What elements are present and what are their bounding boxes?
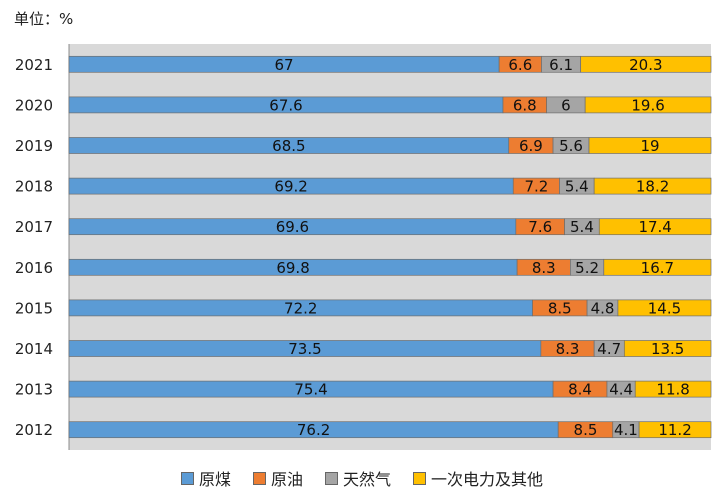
y-tick-label-2021: 2021 (15, 56, 53, 74)
data-label-2012-series-0: 76.2 (297, 421, 330, 439)
data-label-2017-series-1: 7.6 (528, 218, 552, 236)
y-tick-label-2019: 2019 (15, 137, 53, 155)
data-label-2018-series-0: 69.2 (274, 178, 307, 196)
data-label-2019-series-3: 19 (640, 137, 659, 155)
data-label-2019-series-2: 5.6 (559, 137, 583, 155)
data-label-2019-series-0: 68.5 (272, 137, 305, 155)
data-label-2020-series-2: 6 (561, 96, 571, 114)
data-label-2015-series-3: 14.5 (648, 299, 681, 317)
data-label-2017-series-3: 17.4 (638, 218, 671, 236)
bar-2012-series-3 (638, 421, 712, 439)
data-label-2013-series-3: 11.8 (656, 381, 689, 399)
data-label-2014-series-2: 4.7 (597, 340, 621, 358)
data-label-2017-series-2: 5.4 (570, 218, 594, 236)
bar-2021-series-3 (580, 55, 712, 73)
data-label-2012-series-3: 11.2 (658, 421, 691, 439)
data-label-2015-series-0: 72.2 (284, 299, 317, 317)
unit-label: 单位：% (14, 10, 74, 28)
data-label-2014-series-3: 13.5 (651, 340, 684, 358)
data-label-2021-series-0: 67 (275, 56, 294, 74)
legend-item-1: 原油 (252, 466, 303, 490)
data-label-2016-series-1: 8.3 (532, 259, 556, 277)
data-label-2017-series-0: 69.6 (276, 218, 309, 236)
legend-label-0: 原煤 (198, 470, 231, 489)
data-label-2018-series-2: 5.4 (565, 178, 589, 196)
bars-group: 67 6.6 6.1 20.3 67.6 6.8 6 19.6 68.5 6.9 5.6 19 69.2… (68, 55, 712, 439)
y-tick-label-2017: 2017 (15, 218, 53, 236)
data-label-2014-series-0: 73.5 (288, 340, 321, 358)
y-tick-label-2016: 2016 (15, 259, 53, 277)
bar-2015-series-3 (617, 299, 712, 317)
data-label-2020-series-0: 67.6 (269, 96, 302, 114)
data-label-2021-series-2: 6.1 (549, 56, 573, 74)
legend-swatch-0 (180, 471, 194, 485)
y-tick-label-2012: 2012 (15, 421, 53, 439)
bar-2017-series-3 (598, 218, 712, 236)
legend-swatch-1 (252, 471, 266, 485)
data-label-2020-series-3: 19.6 (631, 96, 664, 114)
y-tick-label-2018: 2018 (15, 178, 53, 196)
y-tick-label-2013: 2013 (15, 381, 53, 399)
bar-2014-series-3 (623, 340, 712, 357)
bar-2020-series-3 (584, 96, 712, 114)
y-tick-label-2014: 2014 (15, 340, 53, 358)
legend-item-0: 原煤 (180, 466, 231, 490)
legend: 原煤 原油 天然气 一次电力及其他 (0, 466, 724, 490)
y-tick-label-2020: 2020 (15, 96, 53, 114)
data-label-2016-series-3: 16.7 (641, 259, 674, 277)
data-label-2014-series-1: 8.3 (556, 340, 580, 358)
legend-label-1: 原油 (270, 470, 303, 489)
data-label-2019-series-1: 6.9 (519, 137, 543, 155)
data-label-2020-series-1: 6.8 (513, 96, 537, 114)
legend-swatch-2 (325, 471, 338, 485)
y-tick-labels: 2021 2020 2019 2018 2017 2016 2015 2014 2013 2012 (15, 56, 53, 439)
bar-2013-series-3 (634, 380, 712, 398)
data-label-2018-series-1: 7.2 (524, 178, 548, 196)
bar-2018-series-3 (593, 177, 712, 195)
legend-swatch-3 (413, 471, 427, 485)
data-label-2013-series-1: 8.4 (568, 381, 592, 399)
y-tick-label-2015: 2015 (15, 299, 53, 317)
legend-label-2: 天然气 (343, 470, 392, 489)
data-label-2018-series-3: 18.2 (636, 178, 669, 196)
legend-item-3: 一次电力及其他 (413, 466, 543, 490)
data-label-2012-series-2: 4.1 (614, 421, 638, 439)
data-label-2013-series-0: 75.4 (294, 381, 327, 399)
data-label-2012-series-1: 8.5 (574, 421, 598, 439)
bar-2019-series-3 (588, 137, 712, 154)
data-label-2016-series-2: 5.2 (575, 259, 599, 277)
data-label-2015-series-1: 8.5 (548, 299, 572, 317)
data-label-2021-series-3: 20.3 (629, 56, 662, 74)
bar-2016-series-3 (603, 258, 712, 276)
data-label-2021-series-1: 6.6 (508, 56, 532, 74)
data-label-2015-series-2: 4.8 (591, 299, 615, 317)
legend-label-3: 一次电力及其他 (431, 470, 544, 489)
data-label-2013-series-2: 4.4 (609, 381, 633, 399)
data-label-2016-series-0: 69.8 (276, 259, 309, 277)
legend-item-2: 天然气 (325, 466, 391, 490)
